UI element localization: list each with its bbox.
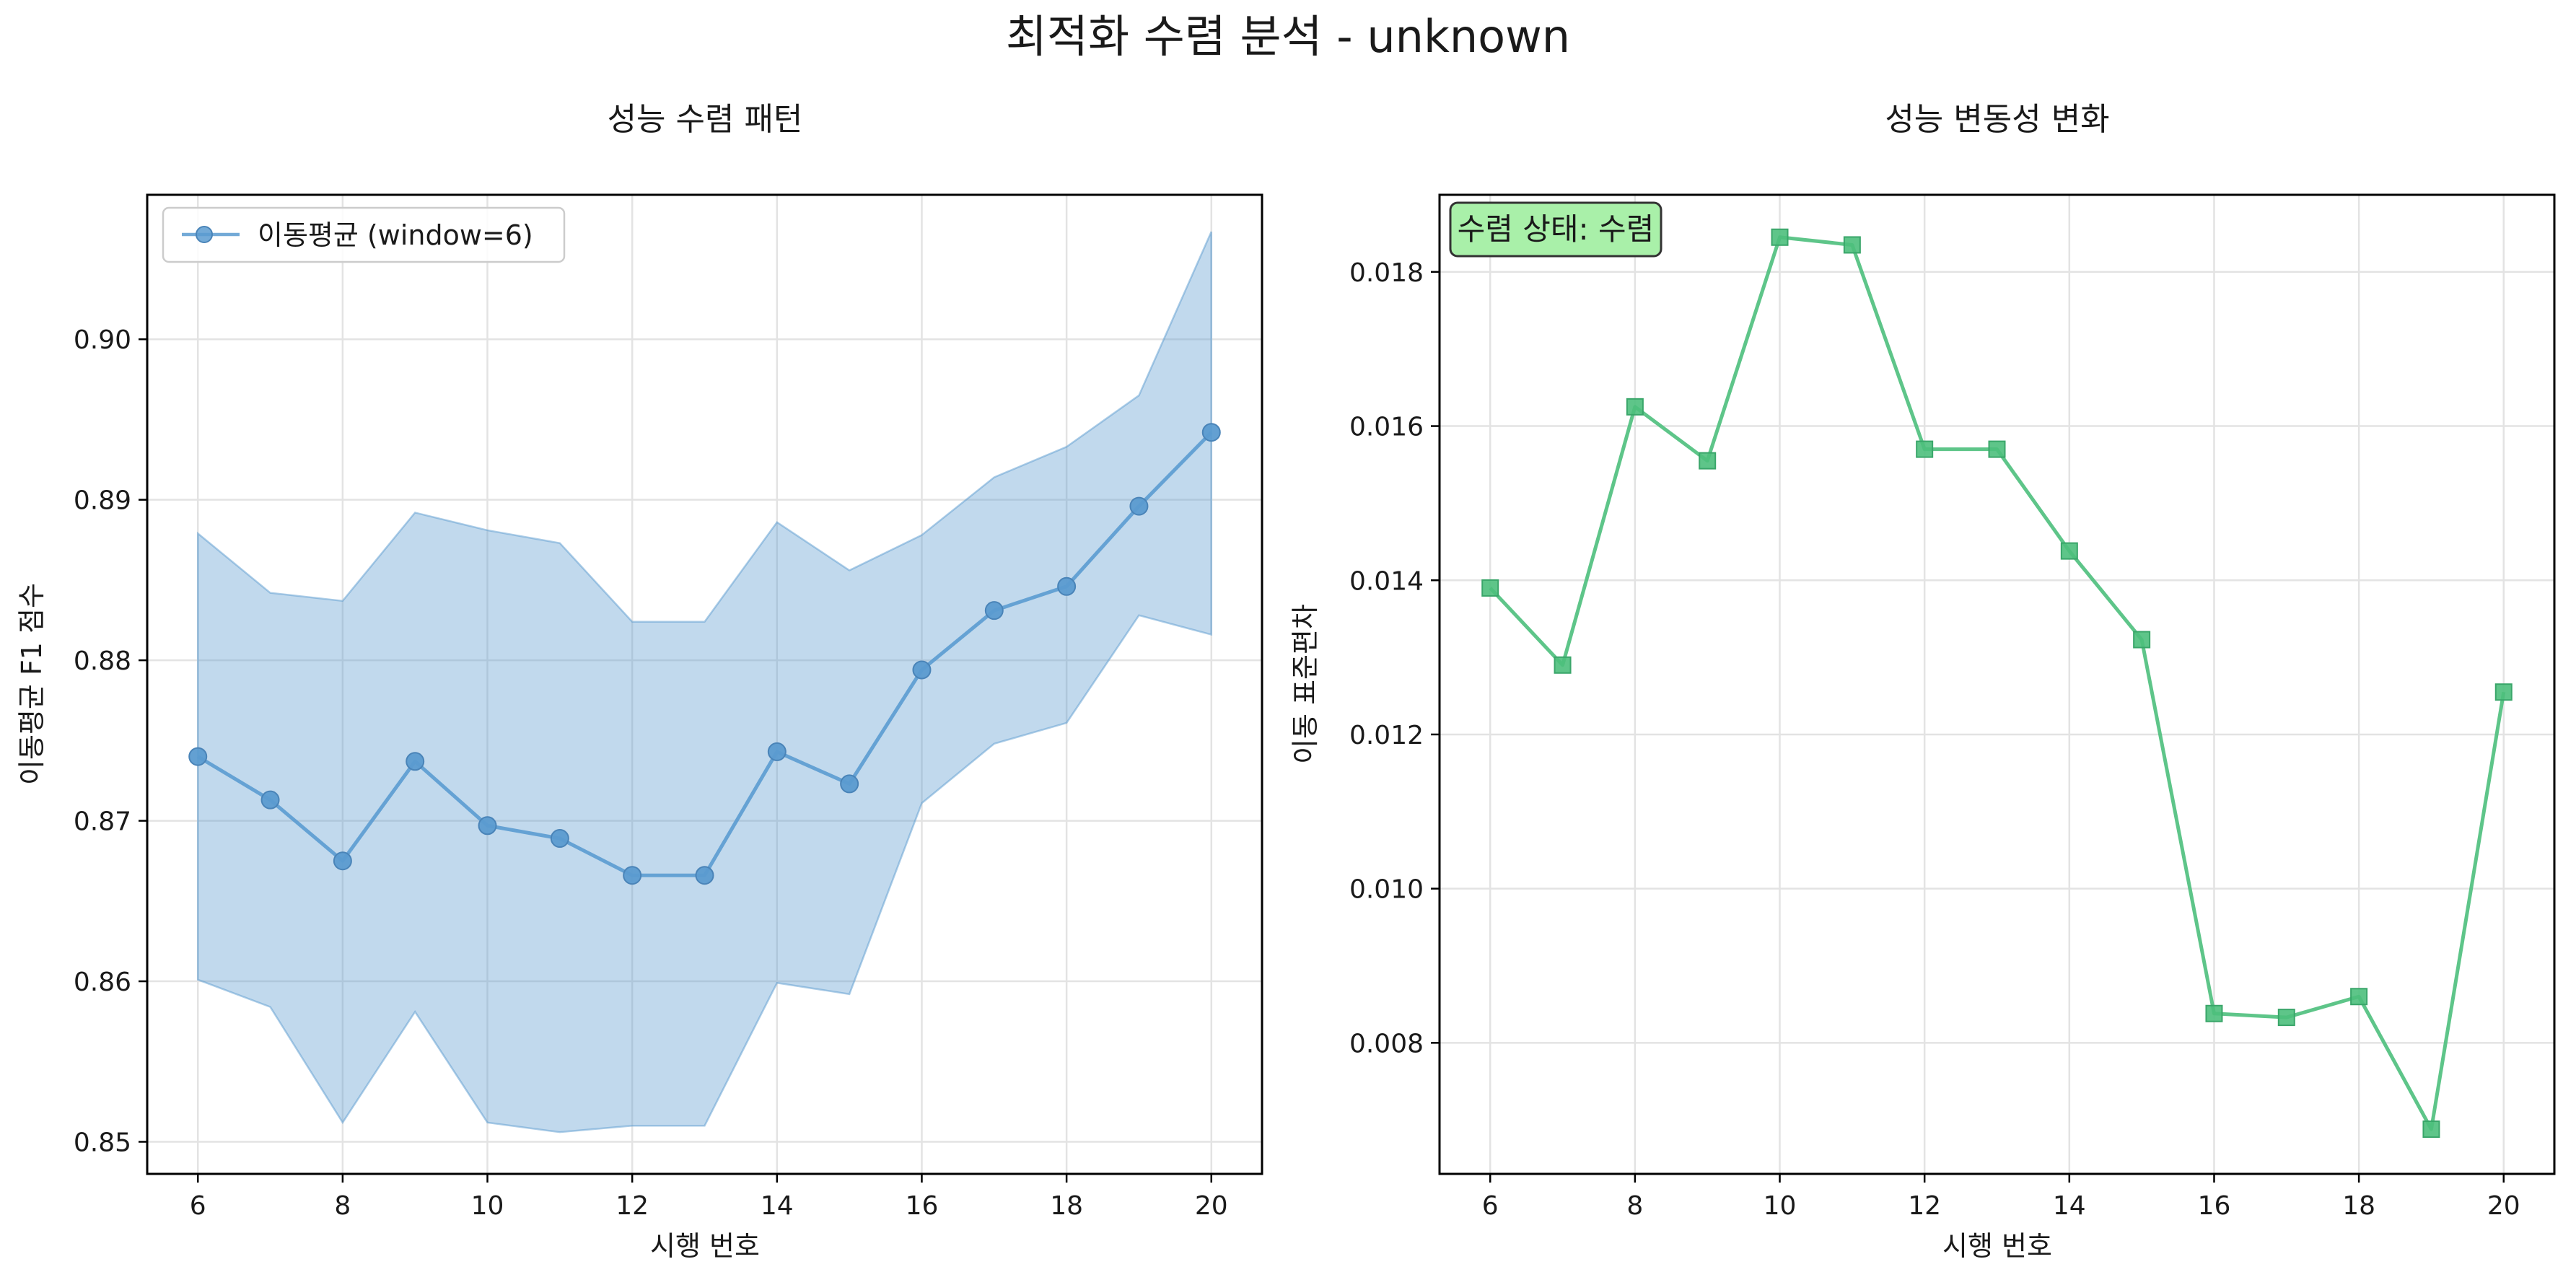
x-tick-label: 14	[2053, 1191, 2086, 1221]
x-tick-label: 8	[1626, 1191, 1643, 1221]
data-point	[840, 774, 859, 794]
x-tick-label: 18	[2342, 1191, 2375, 1221]
data-point	[912, 660, 932, 680]
data-point	[406, 752, 425, 771]
chart-title: 성능 수렴 패턴	[608, 101, 803, 138]
x-tick-label: 10	[1764, 1191, 1797, 1221]
x-tick-label: 10	[471, 1191, 504, 1221]
y-tick-label: 0.88	[74, 646, 131, 676]
y-tick-label: 0.90	[74, 325, 131, 355]
x-tick-label: 16	[2198, 1191, 2231, 1221]
data-point	[1057, 576, 1077, 596]
y-tick-label: 0.86	[74, 968, 131, 997]
legend: 이동평균 (window=6)	[162, 206, 566, 263]
legend-label: 이동평균 (window=6)	[258, 219, 533, 251]
legend-box	[162, 206, 566, 263]
y-tick-label: 0.85	[74, 1128, 131, 1158]
data-point	[2422, 1120, 2440, 1139]
x-tick-label: 18	[1050, 1191, 1083, 1221]
data-point	[1771, 228, 1789, 246]
data-point	[2060, 542, 2078, 560]
data-point	[984, 601, 1004, 620]
legend-marker-swatch	[196, 226, 213, 243]
data-point	[260, 790, 280, 810]
y-tick-label: 0.012	[1349, 721, 1424, 750]
data-point	[478, 816, 497, 836]
data-point	[1129, 496, 1149, 516]
y-tick-label: 0.016	[1349, 413, 1424, 442]
x-tick-label: 20	[1195, 1191, 1228, 1221]
x-tick-label: 12	[615, 1191, 649, 1221]
data-point	[333, 851, 352, 871]
std-band-area	[196, 231, 1213, 1133]
data-point	[1699, 452, 1717, 470]
data-point	[1916, 440, 1934, 458]
data-point	[2133, 631, 2151, 649]
x-axis-label: 시행 번호	[650, 1230, 760, 1262]
data-point	[1843, 236, 1861, 254]
status-annotation-box	[1449, 201, 1662, 258]
data-point	[188, 747, 208, 766]
x-axis-label: 시행 번호	[1942, 1230, 2052, 1262]
variability-chart: 성능 변동성 변화 6 8 10 12 14 16 18 20 0.008 0.010 0.012 0…	[1289, 101, 2556, 1262]
data-point	[2494, 683, 2513, 701]
y-tick-label: 0.014	[1349, 566, 1424, 596]
data-points	[1481, 228, 2513, 1139]
data-point	[623, 866, 642, 885]
axis-ticks: 6 8 10 12 14 16 18 20 0.85 0.86 0.87 0.88 0.89 0.90	[74, 325, 1228, 1221]
convergence-chart: 성능 수렴 패턴 6 8 10 12 14 16 18 20 0.85 0.86 0.87 0.88 0…	[16, 101, 1263, 1262]
figure-title: 최적화 수렴 분석 - unknown	[1006, 10, 1570, 63]
x-tick-label: 8	[334, 1191, 351, 1221]
data-point	[1481, 579, 1499, 597]
x-tick-label: 6	[190, 1191, 206, 1221]
status-annotation-text: 수렴 상태: 수렴	[1458, 211, 1655, 247]
x-tick-label: 16	[906, 1191, 939, 1221]
data-point	[1988, 440, 2006, 458]
grid	[147, 195, 1262, 1174]
chart-title: 성능 변동성 변화	[1885, 101, 2109, 138]
y-tick-label: 0.018	[1349, 258, 1424, 288]
data-point	[1554, 656, 1572, 674]
x-tick-label: 20	[2487, 1191, 2520, 1221]
y-tick-label: 0.87	[74, 807, 131, 837]
x-tick-label: 12	[1908, 1191, 1941, 1221]
axis-ticks: 6 8 10 12 14 16 18 20 0.008 0.010 0.012 0.014 0.016 0…	[1349, 258, 2520, 1221]
y-axis-label: 이동평균 F1 점수	[16, 583, 48, 785]
data-point	[1626, 398, 1644, 416]
plot-frame	[1438, 193, 2556, 1175]
x-tick-label: 6	[1482, 1191, 1499, 1221]
data-point	[1201, 423, 1221, 442]
data-point	[2350, 988, 2368, 1006]
plot-frame	[146, 193, 1263, 1175]
data-points	[188, 423, 1221, 885]
data-point	[550, 829, 569, 848]
status-annotation: 수렴 상태: 수렴	[1449, 201, 1662, 258]
y-tick-label: 0.010	[1349, 875, 1424, 905]
data-point	[2205, 1004, 2223, 1022]
y-tick-label: 0.008	[1349, 1029, 1424, 1058]
x-tick-label: 14	[761, 1191, 794, 1221]
y-tick-label: 0.89	[74, 486, 131, 516]
data-point	[695, 866, 714, 885]
y-axis-label: 이동 표준편차	[1289, 604, 1321, 764]
data-point	[767, 742, 787, 761]
data-point	[2277, 1009, 2295, 1027]
grid	[1440, 195, 2554, 1174]
std-band	[196, 231, 1213, 1133]
